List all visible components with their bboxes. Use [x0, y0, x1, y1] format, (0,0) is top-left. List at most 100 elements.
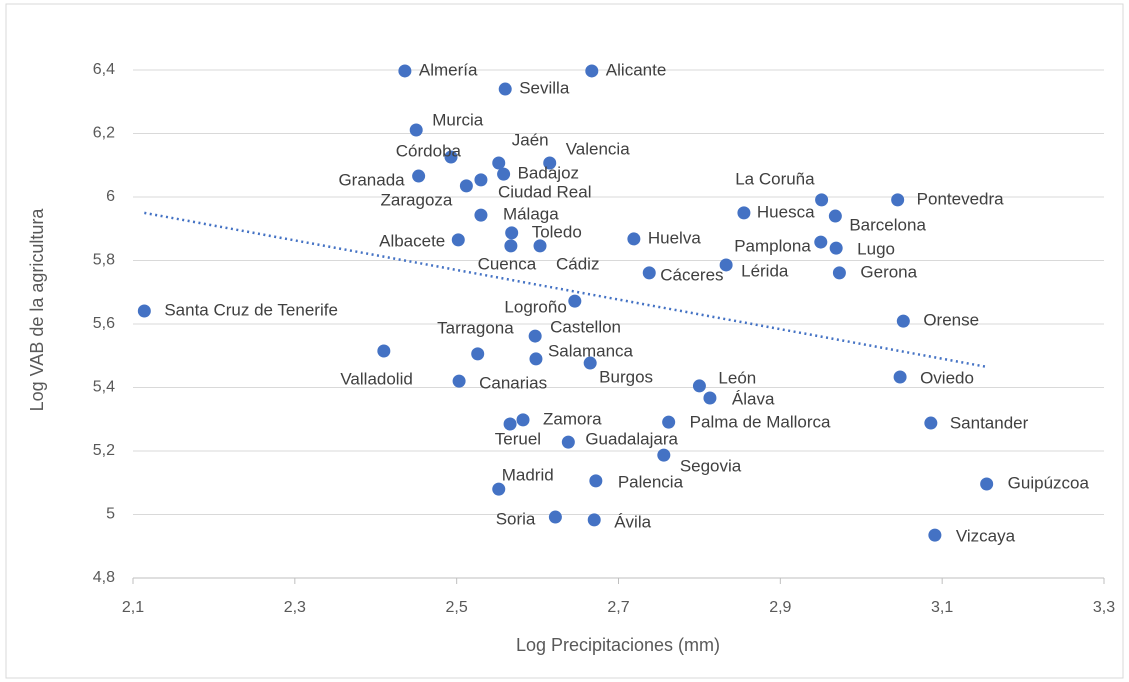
point: [703, 391, 717, 405]
x-tick-label: 2,9: [769, 599, 791, 616]
x-tick-label: 3,1: [931, 599, 953, 616]
point: [497, 167, 511, 181]
point-label: Lugo: [857, 240, 895, 259]
point: [585, 64, 599, 78]
x-axis-title: Log Precipitaciones (mm): [516, 635, 720, 655]
point: [474, 208, 488, 222]
point-label: Castellon: [550, 318, 621, 337]
y-tick-label: 6: [106, 188, 115, 205]
point: [492, 156, 506, 170]
point-label: Oviedo: [920, 369, 974, 388]
point-label: Orense: [923, 311, 979, 330]
point: [737, 206, 751, 220]
point-label: Huelva: [648, 228, 701, 247]
point-label: Palencia: [618, 472, 684, 491]
y-tick-label: 4,8: [93, 569, 115, 586]
point: [451, 233, 465, 247]
point: [412, 169, 426, 183]
point: [492, 482, 506, 496]
point-label: Gerona: [860, 262, 917, 281]
x-tick-label: 3,3: [1093, 599, 1115, 616]
point-label: Guipúzcoa: [1008, 474, 1090, 493]
y-tick-label: 6,2: [93, 125, 115, 142]
point-label: Lérida: [741, 261, 789, 280]
point: [587, 513, 601, 527]
point-label: Guadalajara: [585, 430, 678, 449]
point-label: Santander: [950, 414, 1029, 433]
y-tick-label: 5,4: [93, 379, 115, 396]
point-label: Tarragona: [437, 318, 514, 337]
point-label: Valladolid: [340, 369, 412, 388]
point: [459, 179, 473, 193]
point-label: La Coruña: [735, 169, 815, 188]
point-label: Toledo: [532, 222, 582, 241]
point: [528, 329, 542, 343]
point: [583, 356, 597, 370]
point-label: Barcelona: [849, 216, 926, 235]
point: [529, 352, 543, 366]
point-label: Badajoz: [518, 164, 579, 183]
point-label: Álava: [732, 389, 775, 408]
point-label: Sevilla: [519, 79, 570, 98]
point-label: Zaragoza: [381, 190, 453, 209]
point-label: Granada: [338, 171, 405, 190]
point: [928, 528, 942, 542]
chart-frame: [5, 3, 1124, 679]
point: [516, 413, 530, 427]
point: [815, 193, 829, 207]
point-label: Ávila: [614, 512, 651, 531]
x-tick-label: 2,1: [122, 599, 144, 616]
point: [505, 226, 519, 240]
point: [503, 417, 517, 431]
point-label: Madrid: [502, 466, 554, 485]
point-label: Cuenca: [478, 254, 537, 273]
point: [504, 239, 518, 253]
point: [444, 150, 458, 164]
point-label: Zamora: [543, 409, 602, 428]
y-tick-label: 5,6: [93, 315, 115, 332]
point-label: Soria: [496, 510, 536, 529]
point: [891, 193, 905, 207]
y-tick-label: 5,8: [93, 252, 115, 269]
point: [692, 379, 706, 393]
point: [498, 82, 512, 96]
point-label: Valencia: [566, 140, 630, 159]
point: [814, 235, 828, 249]
point: [829, 241, 843, 255]
point: [533, 239, 547, 253]
point: [896, 314, 910, 328]
x-tick-label: 2,3: [284, 599, 306, 616]
point: [137, 304, 151, 318]
point: [662, 415, 676, 429]
point: [377, 344, 391, 358]
point: [474, 173, 488, 187]
y-tick-label: 6,4: [93, 61, 115, 78]
point: [543, 156, 557, 170]
point: [471, 347, 485, 361]
y-axis-title: Log VAB de la agricultura: [27, 208, 47, 412]
point-label: Burgos: [599, 368, 653, 387]
point-label: Córdoba: [396, 141, 462, 160]
point-label: León: [718, 368, 756, 387]
point: [548, 510, 562, 524]
point-label: Jaén: [512, 131, 549, 150]
point-label: Palma de Mallorca: [690, 413, 831, 432]
point-label: Almería: [419, 60, 478, 79]
point-label: Logroño: [504, 298, 566, 317]
point: [832, 266, 846, 280]
point: [980, 477, 994, 491]
point: [719, 258, 733, 272]
point-label: Cádiz: [556, 254, 599, 273]
point: [893, 370, 907, 384]
point-label: Canarias: [479, 374, 547, 393]
y-tick-label: 5: [106, 506, 115, 523]
point: [642, 266, 656, 280]
point-label: Ciudad Real: [498, 182, 592, 201]
point: [627, 232, 641, 246]
point-label: Vizcaya: [956, 527, 1016, 546]
point-label: Málaga: [503, 205, 559, 224]
point-label: Alicante: [606, 60, 666, 79]
y-tick-label: 5,2: [93, 442, 115, 459]
point: [409, 123, 423, 137]
